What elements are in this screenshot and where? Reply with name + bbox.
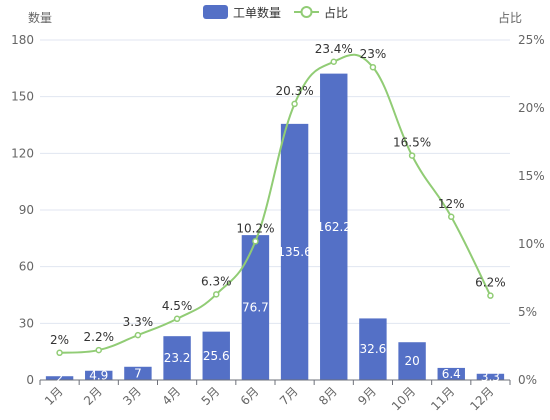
line-point: [408, 152, 416, 159]
bar-value-label: 6.4: [442, 367, 461, 381]
bar: [476, 373, 505, 380]
y-left-tick-label: 30: [19, 316, 34, 330]
bar-value-label: 4.9: [89, 368, 108, 382]
line-value-label: 20.3%: [276, 84, 314, 98]
line-path: [59, 53, 492, 354]
legend-line-marker: [300, 6, 313, 18]
x-tick-label: 6月: [238, 384, 262, 408]
y-left-tick-label: 0: [26, 373, 34, 387]
y-left-tick-label: 150: [11, 90, 34, 104]
line-value-label: 6.3%: [201, 274, 232, 288]
line-point: [291, 100, 298, 108]
grid-lines: [40, 39, 510, 324]
line-point: [252, 238, 259, 245]
line-point: [95, 346, 102, 354]
x-tick-label: 11月: [428, 384, 457, 413]
line-point: [487, 292, 494, 299]
line-value-label: 3.3%: [123, 315, 154, 329]
bar: [163, 336, 191, 380]
y-right-tick-label: 10%: [518, 237, 545, 251]
x-tick-label: 8月: [316, 384, 340, 408]
bar-value-label: 162.2: [317, 220, 351, 234]
line-series: [56, 53, 494, 357]
bar: [85, 370, 113, 380]
bar-value-label: 2: [56, 371, 64, 385]
y-right-tick-label: 25%: [518, 33, 545, 47]
bar-value-label: 32.6: [360, 342, 387, 356]
bar: [202, 331, 230, 380]
y-left-tick-label: 90: [19, 203, 34, 217]
y-right-tick-label: 0%: [518, 373, 537, 387]
line-value-label: 23.4%: [315, 42, 353, 56]
legend-bar-label: 工单数量: [233, 5, 281, 20]
x-tick-label: 5月: [199, 384, 223, 408]
x-tick-label: 4月: [159, 384, 183, 408]
x-tick-label: 10月: [389, 384, 418, 413]
line-point: [173, 315, 181, 323]
bar-series: [45, 73, 505, 380]
line-value-label: 4.5%: [162, 299, 193, 313]
bar-value-label: 7: [134, 366, 142, 380]
line-value-label: 12%: [438, 197, 465, 211]
line-value-label: 6.2%: [475, 276, 506, 290]
bar: [280, 123, 309, 380]
bar-value-label: 3.3: [481, 370, 500, 384]
bar: [359, 318, 387, 380]
legend-bar-swatch: [203, 5, 228, 19]
bar-value-label: 135.6: [277, 245, 311, 259]
bar: [437, 367, 465, 380]
line-value-label: 2%: [50, 333, 69, 347]
line-point: [330, 58, 337, 66]
data-labels: 2 4.9 7 23.2 25.6 76.7 135.6 162.2 32.6 20 6.4 3.3 2…: [50, 42, 506, 385]
y-left-tick-label: 180: [11, 33, 34, 47]
line-value-label: 10.2%: [236, 221, 274, 235]
y-right-tick-label: 15%: [518, 169, 545, 183]
line-value-label: 23%: [360, 47, 387, 61]
line-value-label: 2.2%: [84, 330, 115, 344]
line-point: [369, 63, 377, 71]
x-tick-label: 9月: [355, 384, 379, 408]
y-left-tick-label: 60: [19, 260, 34, 274]
bar: [320, 73, 348, 380]
bar: [45, 376, 74, 380]
y-left-tick-label: 120: [11, 146, 34, 160]
x-tick-label: 1月: [42, 384, 66, 408]
bar-value-label: 76.7: [242, 301, 269, 315]
bar-value-label: 25.6: [203, 349, 230, 363]
x-tick-label: 7月: [277, 384, 301, 408]
line-point: [448, 213, 455, 221]
y-right-axis-title: 占比: [498, 10, 522, 25]
line-point: [213, 291, 220, 298]
legend: 工单数量 占比: [203, 5, 348, 20]
y-left-axis-title: 数量: [28, 10, 52, 25]
bar-value-label: 20: [404, 354, 419, 368]
y-right-tick-label: 20%: [518, 101, 545, 115]
x-tick-label: 2月: [81, 384, 105, 408]
line-value-label: 16.5%: [393, 136, 431, 150]
x-tick-label: 12月: [467, 384, 496, 413]
bar: [124, 366, 152, 380]
x-tick-label: 3月: [120, 384, 144, 408]
line-point: [56, 349, 63, 357]
y-right-tick-label: 5%: [518, 305, 537, 319]
legend-line-label: 占比: [324, 5, 348, 20]
line-point: [134, 331, 142, 339]
bar: [398, 342, 426, 380]
bar-value-label: 23.2: [164, 351, 191, 365]
